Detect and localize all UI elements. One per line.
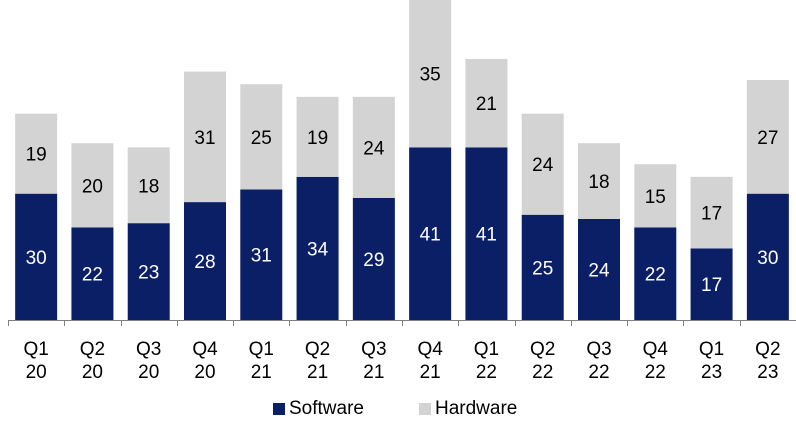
data-label-hardware-9: 24 (532, 155, 554, 176)
bar-hardware-6 (352, 96, 395, 198)
bar-hardware-10 (578, 143, 620, 219)
bar-software-1 (71, 227, 114, 320)
x-tick-label-11-1: 22 (645, 362, 666, 383)
bar-hardware-12 (690, 176, 733, 249)
bar-hardware-8 (465, 58, 508, 148)
x-tick-label-5-1: 21 (307, 362, 328, 383)
bar-hardware-11 (634, 164, 677, 228)
x-tick-label-7-0: Q4 (417, 339, 443, 360)
x-tick-label-6-1: 21 (363, 362, 384, 383)
data-label-hardware-3: 31 (194, 128, 215, 149)
data-label-software-4: 31 (251, 246, 272, 267)
bar-hardware-3 (184, 71, 226, 203)
x-tick-label-0-1: 20 (26, 362, 47, 383)
bar-hardware-0 (15, 113, 58, 194)
data-label-hardware-2: 18 (138, 176, 159, 197)
legend-swatch-hardware (419, 403, 431, 415)
bar-hardware-4 (240, 84, 283, 190)
x-tick-label-4-1: 21 (251, 362, 272, 383)
x-tick-label-5-0: Q2 (305, 339, 330, 360)
bar-hardware-5 (296, 96, 339, 177)
x-tick-label-12-1: 23 (701, 362, 722, 383)
data-label-hardware-12: 17 (701, 204, 722, 225)
data-label-software-12: 17 (701, 275, 722, 296)
data-label-software-9: 25 (532, 258, 553, 279)
data-label-hardware-5: 19 (307, 128, 328, 149)
bar-hardware-13 (746, 80, 789, 194)
bar-software-3 (184, 202, 226, 320)
bar-software-5 (296, 176, 339, 320)
bar-hardware-9 (521, 113, 564, 215)
data-label-software-8: 41 (476, 225, 497, 246)
x-tick-label-8-0: Q1 (474, 339, 499, 360)
data-label-hardware-4: 25 (251, 128, 272, 149)
bar-software-2 (127, 223, 170, 320)
data-label-hardware-6: 24 (363, 138, 385, 159)
bar-software-11 (634, 227, 677, 320)
x-tick-label-7-1: 21 (420, 362, 441, 383)
data-label-hardware-1: 20 (82, 176, 103, 197)
bars-layer (15, 0, 789, 320)
x-tick-label-9-0: Q2 (530, 339, 555, 360)
x-tick-label-0-0: Q1 (23, 339, 48, 360)
x-tick-label-3-1: 20 (194, 362, 215, 383)
bar-software-4 (240, 189, 283, 320)
data-label-software-2: 23 (138, 263, 159, 284)
x-tick-label-6-0: Q3 (361, 339, 386, 360)
x-tick-label-4-0: Q1 (249, 339, 274, 360)
x-axis-ticks-layer: Q120Q220Q320Q420Q121Q221Q321Q421Q122Q222… (8, 320, 781, 383)
data-label-software-3: 28 (194, 252, 215, 273)
data-label-hardware-8: 21 (476, 94, 497, 115)
data-label-hardware-13: 27 (757, 128, 778, 149)
bar-software-12 (690, 248, 733, 320)
stacked-bar-chart: 30 19 22 20 23 18 28 31 31 25 34 19 29 24 41 35 41 21 25 24… (8, 0, 796, 383)
x-tick-label-10-1: 22 (588, 362, 609, 383)
x-tick-label-2-0: Q3 (136, 339, 161, 360)
bar-hardware-2 (127, 147, 170, 224)
x-tick-label-13-0: Q2 (755, 339, 780, 360)
data-label-software-7: 41 (420, 225, 441, 246)
x-tick-label-8-1: 22 (476, 362, 497, 383)
bar-software-9 (521, 214, 564, 320)
data-label-hardware-11: 15 (645, 187, 666, 208)
x-tick-label-2-1: 20 (138, 362, 159, 383)
bar-software-13 (746, 193, 789, 320)
x-tick-label-9-1: 22 (532, 362, 553, 383)
legend-label-hardware: Hardware (435, 398, 518, 419)
x-tick-label-11-0: Q4 (643, 339, 669, 360)
bar-software-6 (352, 197, 395, 320)
bar-hardware-7 (409, 0, 452, 148)
bar-software-0 (15, 193, 58, 320)
bar-software-10 (578, 218, 620, 320)
data-label-software-10: 24 (588, 260, 610, 281)
legend-item-software: Software (273, 398, 364, 420)
bar-software-7 (409, 147, 452, 320)
legend-item-hardware: Hardware (419, 398, 517, 420)
legend: Software Hardware (0, 398, 796, 422)
bar-hardware-1 (71, 143, 114, 228)
data-label-software-11: 22 (645, 265, 666, 286)
data-label-software-13: 30 (757, 248, 778, 269)
x-tick-label-3-0: Q4 (192, 339, 218, 360)
data-label-software-0: 30 (26, 248, 47, 269)
x-tick-label-12-0: Q1 (699, 339, 724, 360)
data-labels-layer: 30 19 22 20 23 18 28 31 31 25 34 19 29 24 41 35 41 21 25 24… (26, 65, 779, 297)
x-tick-label-1-1: 20 (82, 362, 103, 383)
data-label-hardware-10: 18 (588, 172, 609, 193)
bar-software-8 (465, 147, 508, 320)
data-label-hardware-0: 19 (26, 145, 47, 166)
x-tick-label-1-0: Q2 (80, 339, 105, 360)
legend-swatch-software (273, 403, 285, 415)
data-label-hardware-7: 35 (420, 65, 441, 86)
data-label-software-6: 29 (363, 250, 384, 271)
x-tick-label-10-0: Q3 (586, 339, 611, 360)
legend-label-software: Software (289, 398, 364, 419)
data-label-software-5: 34 (307, 239, 329, 260)
x-tick-label-13-1: 23 (757, 362, 778, 383)
data-label-software-1: 22 (82, 265, 103, 286)
